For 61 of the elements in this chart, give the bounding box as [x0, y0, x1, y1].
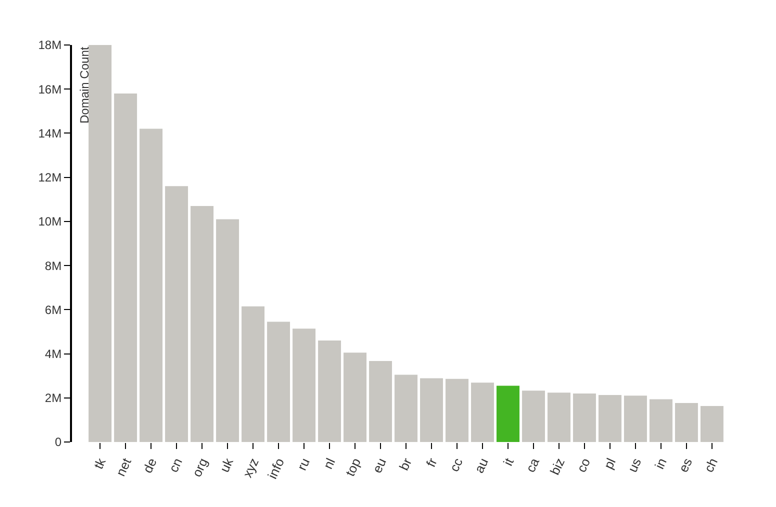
bar	[292, 328, 316, 442]
x-tick-label: br	[396, 455, 415, 473]
y-tick-label: 10M	[38, 214, 62, 229]
x-tick-label: eu	[369, 456, 390, 476]
bar	[242, 306, 264, 442]
x-tick-label: ru	[294, 456, 313, 473]
x-tick-label: au	[471, 456, 492, 476]
x-tick-label: us	[624, 455, 644, 475]
x-tick-label: pl	[600, 456, 619, 472]
bar	[420, 378, 443, 442]
bar	[190, 206, 214, 442]
bar	[369, 361, 392, 442]
x-tick-label: cc	[446, 455, 466, 474]
x-tick-label: in	[652, 456, 670, 472]
bar	[344, 352, 366, 442]
bar	[573, 393, 596, 442]
bar	[114, 94, 138, 442]
x-tick-label: info	[264, 456, 288, 482]
x-tick-label: top	[342, 456, 364, 478]
bar	[318, 340, 341, 442]
y-axis-title: Domain Count	[78, 46, 92, 124]
x-tick-label: ch	[701, 456, 721, 475]
y-tick-label: 18M	[38, 38, 62, 52]
y-tick-label: 4M	[44, 346, 62, 361]
bar	[216, 219, 240, 442]
bar	[598, 395, 622, 442]
bar	[471, 382, 494, 442]
bar	[394, 374, 418, 442]
x-tick-label: fr	[423, 455, 440, 470]
x-tick-label: nl	[320, 456, 338, 472]
x-tick-label: ca	[522, 455, 542, 475]
bar	[140, 128, 163, 442]
y-tick-label: 8M	[44, 258, 62, 273]
bar	[496, 386, 520, 442]
bar	[700, 406, 724, 442]
y-tick-label: 12M	[38, 170, 62, 185]
bar	[650, 399, 672, 442]
bar	[624, 396, 647, 442]
bar	[165, 186, 188, 442]
bar	[675, 402, 698, 442]
bar	[88, 45, 112, 442]
x-tick-label: es	[676, 455, 696, 475]
bar	[446, 378, 468, 442]
x-tick-label: co	[574, 456, 594, 475]
x-tick-label: it	[500, 455, 517, 468]
bar	[548, 392, 570, 442]
x-tick-label: tk	[90, 455, 109, 472]
x-tick-label: net	[112, 455, 134, 478]
x-tick-label: de	[140, 456, 160, 476]
x-tick-label: cn	[166, 456, 186, 475]
x-tick-label: xyz	[240, 456, 262, 480]
x-tick-label: uk	[216, 455, 236, 475]
x-tick-label: org	[189, 456, 211, 480]
bar	[267, 322, 290, 442]
y-tick-label: 2M	[44, 391, 62, 406]
x-tick-label: biz	[546, 456, 568, 478]
bar	[522, 390, 545, 442]
y-tick-label: 16M	[38, 82, 62, 96]
y-tick-label: 14M	[38, 126, 62, 140]
y-tick-label: 6M	[44, 302, 62, 317]
y-tick-label: 0	[54, 435, 62, 450]
